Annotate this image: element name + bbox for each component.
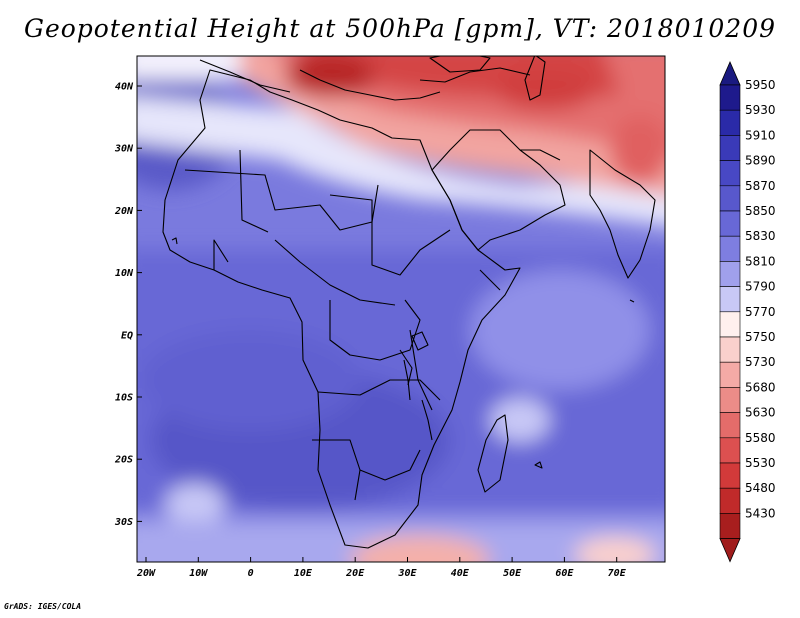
colorbar-label: 5770 <box>745 305 776 319</box>
lon-tick-label: 60E <box>555 568 574 579</box>
lon-tick-label: 20E <box>345 568 365 579</box>
colorbar-label: 5750 <box>745 330 776 344</box>
lat-tick-label: 30N <box>114 144 134 155</box>
colorbar-swatch <box>719 437 741 464</box>
colorbar-label: 5530 <box>745 456 776 470</box>
colorbar-label: 5870 <box>745 179 776 193</box>
colorbar-swatch <box>719 513 741 539</box>
colorbar-top-triangle <box>719 60 741 86</box>
colorbar-swatch <box>719 387 741 413</box>
colorbar-bottom-triangle <box>719 538 741 563</box>
colorbar-swatch <box>719 361 741 388</box>
colorbar-swatch <box>719 160 741 187</box>
credit-label: GrADS: IGES/COLA <box>4 602 82 611</box>
longitude-axis: 20W 10W 0 10E 20E 30E 40E 50E 60E 70E <box>136 557 627 579</box>
plot-frame <box>136 55 666 563</box>
colorbar-label: 5680 <box>745 380 776 394</box>
lat-tick-label: 30S <box>114 517 133 528</box>
colorbar-label: 5430 <box>745 506 776 520</box>
colorbar-swatch <box>719 261 741 287</box>
lon-tick-label: 70E <box>608 568 627 579</box>
colorbar-swatch <box>719 185 741 212</box>
colorbar-label: 5630 <box>745 406 776 420</box>
lon-tick-label: 20W <box>136 568 156 579</box>
lon-tick-label: 40E <box>451 568 470 579</box>
colorbar-swatch <box>719 412 741 439</box>
latitude-axis: 40N 30N 20N 10N EQ 10S 20S 30S <box>114 82 142 528</box>
height-field <box>137 56 665 562</box>
colorbar-swatch <box>719 135 741 161</box>
lon-tick-label: 50E <box>503 568 522 579</box>
lon-tick-label: 10W <box>189 568 208 579</box>
colorbar-label: 5730 <box>745 355 776 369</box>
colorbar-swatch <box>719 84 741 111</box>
colorbar-swatch <box>719 235 741 262</box>
map-title: Geopotential Height at 500hPa [gpm], VT:… <box>23 14 777 43</box>
lat-tick-label: 40N <box>115 82 134 93</box>
lon-tick-label: 30E <box>397 568 417 579</box>
lon-tick-label: 0 <box>248 568 254 579</box>
colorbar-label: 5850 <box>745 204 776 218</box>
colorbar-label: 5480 <box>745 481 776 495</box>
colorbar-label: 5830 <box>745 229 776 243</box>
lon-tick-label: 10E <box>294 568 313 579</box>
colorbar-label: 5890 <box>745 154 776 168</box>
colorbar-swatch <box>719 210 741 237</box>
colorbar-label: 5810 <box>745 254 776 268</box>
colorbar-label: 5930 <box>745 103 776 117</box>
colorbar-swatch <box>719 311 741 338</box>
colorbar-label: 5910 <box>745 128 776 142</box>
colorbar-swatch <box>719 286 741 313</box>
lat-tick-label: 20N <box>114 206 134 217</box>
colorbar-swatch <box>719 109 741 136</box>
colorbar-swatch <box>719 336 741 363</box>
colorbar-swatch <box>719 487 741 514</box>
coastlines <box>162 56 656 549</box>
lat-tick-label: EQ <box>121 330 133 341</box>
colorbar: 5950 5930 5910 5890 5870 5850 5830 5810 5790 5770… <box>719 60 776 563</box>
lat-tick-label: 10N <box>115 268 134 279</box>
colorbar-label: 5580 <box>745 431 776 445</box>
colorbar-label: 5950 <box>745 78 776 92</box>
colorbar-swatch <box>719 462 741 489</box>
colorbar-label: 5790 <box>745 280 776 294</box>
lat-tick-label: 10S <box>115 393 133 404</box>
lat-tick-label: 20S <box>114 455 133 466</box>
